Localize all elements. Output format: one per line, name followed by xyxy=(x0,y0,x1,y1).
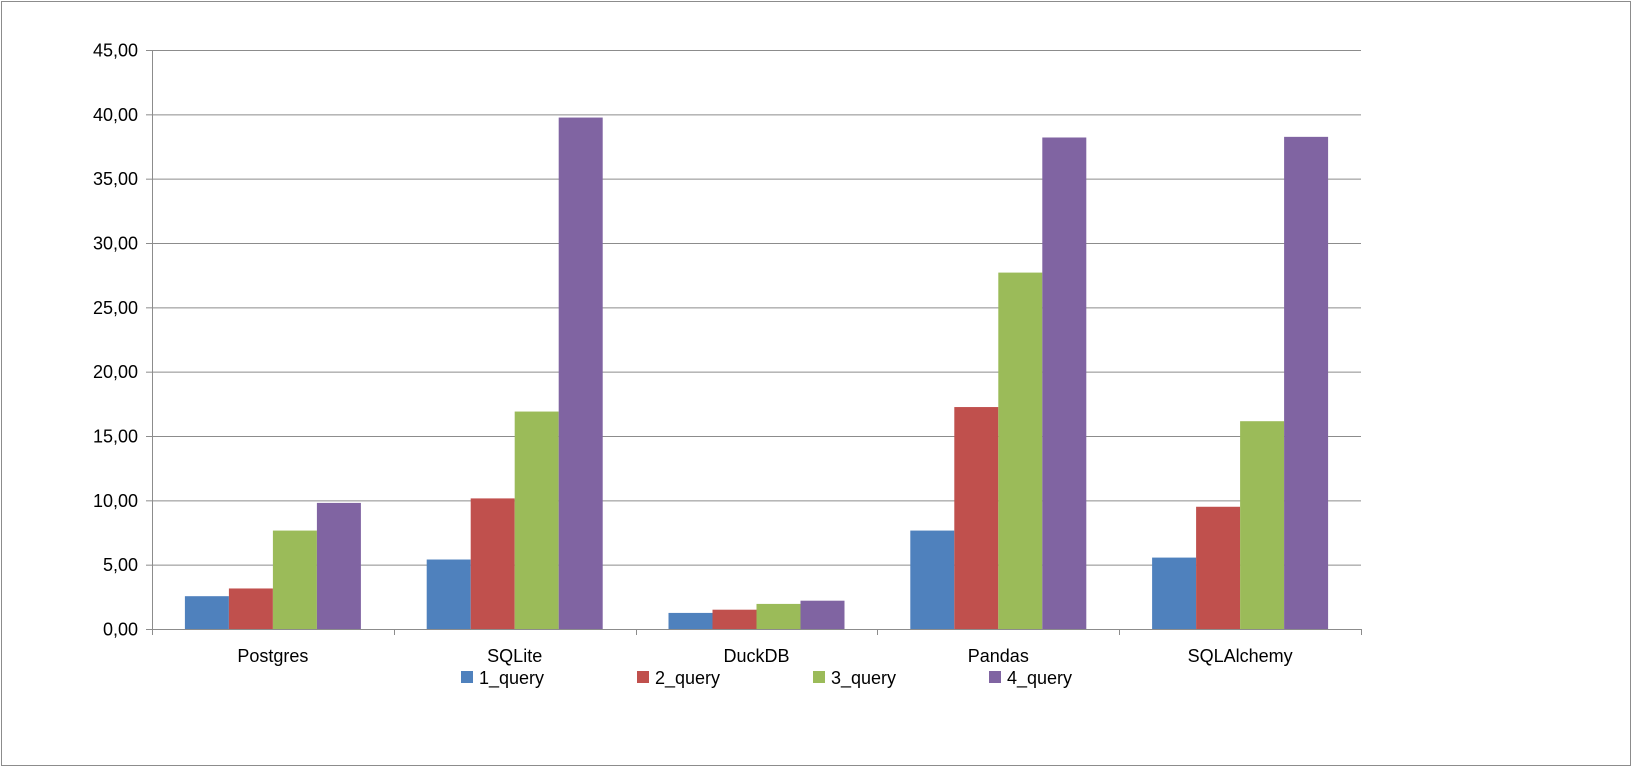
bar-3_query-postgres xyxy=(272,530,317,629)
x-category-label: SQLite xyxy=(487,646,542,666)
bar-2_query-pandas xyxy=(954,407,999,629)
bar-4_query-sqlite xyxy=(558,117,603,630)
bar-2_query-duckdb xyxy=(712,609,757,629)
y-tick-label: 30,00 xyxy=(93,234,138,254)
y-tick-label: 25,00 xyxy=(93,298,138,318)
legend-swatch xyxy=(637,671,649,683)
legend-item-2_query: 2_query xyxy=(637,668,720,689)
bar-3_query-sqlite xyxy=(514,411,559,629)
bar-4_query-duckdb xyxy=(800,600,845,629)
x-axis-category-labels: Postgres SQLite DuckDB Pandas SQLAlchemy xyxy=(237,646,1292,666)
legend-item-1_query: 1_query xyxy=(461,668,544,689)
gridlines xyxy=(152,50,1361,566)
y-tick-label: 10,00 xyxy=(93,491,138,511)
legend-label: 3_query xyxy=(831,668,896,689)
legend: 1_query 2_query 3_query 4_query xyxy=(461,668,1072,689)
x-category-label: DuckDB xyxy=(723,646,789,666)
bar-4_query-pandas xyxy=(1042,137,1087,629)
legend-label: 4_query xyxy=(1007,668,1072,689)
legend-item-3_query: 3_query xyxy=(813,668,896,689)
bar-3_query-pandas xyxy=(998,272,1043,629)
y-tick-label: 0,00 xyxy=(103,620,138,640)
legend-swatch xyxy=(461,671,473,683)
bar-3_query-duckdb xyxy=(756,603,801,629)
bar-1_query-pandas xyxy=(910,530,955,629)
x-category-label: Postgres xyxy=(237,646,308,666)
y-tick-label: 15,00 xyxy=(93,427,138,447)
y-tick-label: 40,00 xyxy=(93,105,138,125)
legend-swatch xyxy=(813,671,825,683)
x-category-label: Pandas xyxy=(968,646,1029,666)
bar-2_query-sqlite xyxy=(470,498,515,629)
bar-3_query-sqlalchemy xyxy=(1240,421,1285,629)
y-tick-label: 5,00 xyxy=(103,555,138,575)
legend-swatch xyxy=(989,671,1001,683)
x-category-label: SQLAlchemy xyxy=(1188,646,1293,666)
y-tick-label: 35,00 xyxy=(93,169,138,189)
bar-1_query-sqlalchemy xyxy=(1152,557,1197,629)
axes xyxy=(146,50,1362,635)
legend-label: 1_query xyxy=(479,668,544,689)
y-tick-label: 45,00 xyxy=(93,41,138,61)
bar-2_query-postgres xyxy=(228,588,273,629)
bar-1_query-duckdb xyxy=(668,612,713,629)
bar-4_query-sqlalchemy xyxy=(1284,136,1329,629)
bars xyxy=(184,117,1329,630)
legend-item-4_query: 4_query xyxy=(989,668,1072,689)
y-tick-label: 20,00 xyxy=(93,362,138,382)
legend-label: 2_query xyxy=(655,668,720,689)
bar-1_query-postgres xyxy=(184,596,229,629)
y-axis-tick-labels: 0,00 5,00 10,00 15,00 20,00 25,00 30,00 35,00 40… xyxy=(93,41,138,640)
bar-4_query-postgres xyxy=(316,502,361,629)
bar-1_query-sqlite xyxy=(426,559,471,629)
bar-2_query-sqlalchemy xyxy=(1196,506,1241,629)
